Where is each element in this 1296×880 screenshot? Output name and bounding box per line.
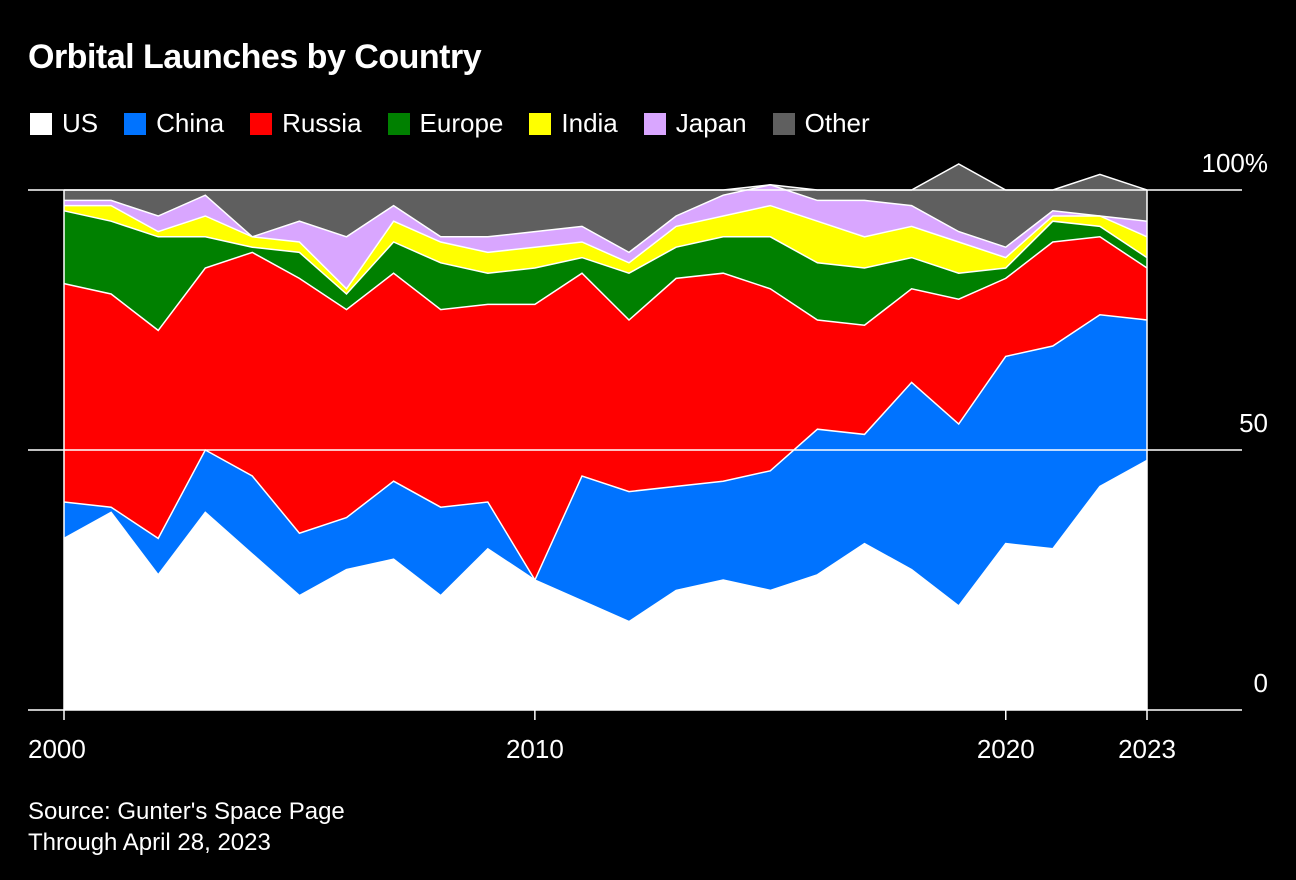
- series-area-us: [64, 460, 1147, 710]
- legend-label-india: India: [561, 108, 618, 138]
- legend-swatch-japan: [643, 112, 666, 135]
- legend-label-china: China: [156, 108, 225, 138]
- x-tick-label-2000: 2000: [28, 734, 86, 764]
- legend-swatch-europe: [387, 112, 410, 135]
- y-tick-label-0: 0: [1254, 668, 1268, 698]
- legend-label-russia: Russia: [282, 108, 362, 138]
- legend-swatch-india: [529, 112, 552, 135]
- footer: Source: Gunter's Space Page Through Apri…: [28, 796, 345, 858]
- x-tick-label-2020: 2020: [977, 734, 1035, 764]
- series-area-japan: [64, 184, 1147, 289]
- legend-swatch-russia: [250, 112, 273, 135]
- chart-title: Orbital Launches by Country: [28, 38, 482, 76]
- legend-label-us: US: [62, 108, 99, 138]
- legend-swatch-china: [124, 112, 147, 135]
- legend-item-india: India: [529, 108, 618, 139]
- legend-item-china: China: [124, 108, 224, 139]
- source-note: Source: Gunter's Space Page: [28, 798, 345, 825]
- series-boundary-india: [64, 204, 1148, 290]
- series-boundary-europe: [63, 210, 1148, 296]
- legend-swatch-other: [772, 112, 795, 135]
- date-note: Through April 28, 2023: [28, 829, 271, 856]
- legend-label-japan: Japan: [675, 108, 747, 138]
- legend: US China Russia Europe India Japan Other: [30, 108, 896, 139]
- x-tick-label-2010: 2010: [506, 734, 564, 764]
- legend-label-other: Other: [804, 108, 870, 138]
- series-area-russia: [64, 236, 1147, 581]
- legend-swatch-us: [30, 112, 52, 135]
- series-boundary-us: [63, 459, 1148, 623]
- legend-item-other: Other: [772, 108, 870, 139]
- legend-item-russia: Russia: [250, 108, 362, 139]
- series-area-europe: [64, 210, 1147, 331]
- legend-label-europe: Europe: [419, 108, 504, 138]
- series-area-china: [64, 314, 1147, 622]
- y-tick-label-100: 100%: [1202, 148, 1269, 178]
- legend-item-europe: Europe: [387, 108, 504, 139]
- series-boundary-japan: [64, 184, 1148, 254]
- series-boundary-china: [63, 314, 1148, 582]
- series-boundary-russia: [63, 236, 1148, 332]
- series-area-other: [64, 164, 1147, 253]
- x-tick-label-2023: 2023: [1118, 734, 1176, 764]
- y-tick-label-50: 50: [1239, 408, 1268, 438]
- legend-item-japan: Japan: [643, 108, 747, 139]
- legend-item-us: US: [30, 108, 98, 139]
